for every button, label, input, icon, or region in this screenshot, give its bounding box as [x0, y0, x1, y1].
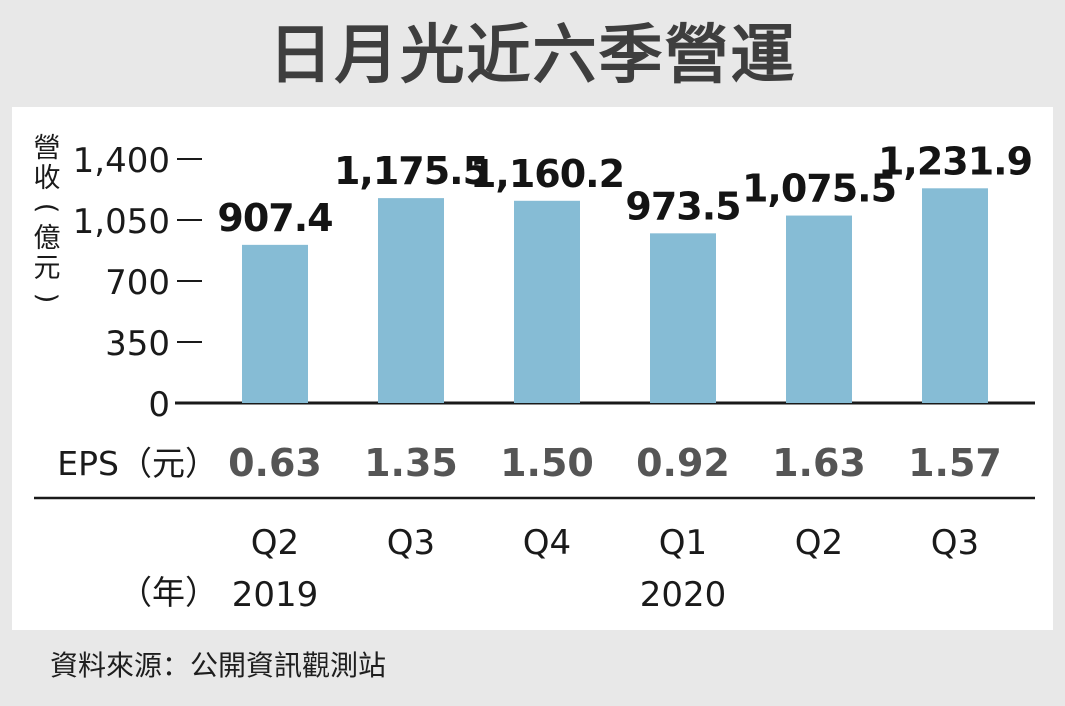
chart-title: 日月光近六季營運: [268, 19, 797, 93]
y-axis-label-char: 營: [34, 133, 61, 164]
y-axis-label-char: 元: [34, 253, 61, 284]
eps-value: 1.35: [364, 441, 458, 485]
eps-value: 1.57: [908, 441, 1002, 485]
x-tick-label: Q4: [523, 523, 571, 563]
x-tick-label: Q2: [795, 523, 843, 563]
y-axis-label-char: 億: [34, 223, 61, 254]
bar: [786, 215, 852, 403]
bar-chart: 0 350 700 1,050 1,400 營收 ( 億元) 907.41,175.51,160…: [31, 133, 1035, 615]
y-axis-label-char: (: [31, 203, 62, 214]
y-tick-label: 0: [148, 385, 170, 425]
chart-panel: 0 350 700 1,050 1,400 營收 ( 億元) 907.4 1,175.5 1,160…: [12, 107, 1053, 630]
year-label: 2020: [640, 575, 727, 615]
eps-value: 0.92: [636, 441, 730, 485]
bar: [650, 233, 716, 403]
data-source: 資料來源：公開資訊觀測站: [50, 649, 387, 682]
bar-value-label: 973.5: [625, 184, 740, 228]
bar: [514, 200, 580, 403]
y-tick-label: 1,400: [73, 141, 170, 181]
eps-value: 1.50: [500, 441, 594, 485]
bar-value-label: 907.4: [217, 196, 332, 240]
bar-value-label: 1,160.2: [470, 152, 624, 196]
bar-value-label: 1,175.5: [334, 149, 488, 193]
y-axis-label-char: ): [31, 293, 62, 304]
year-label: 2019: [232, 575, 319, 615]
bar: [922, 188, 988, 403]
bar-value-label: 1,075.5: [742, 167, 896, 211]
year-axis-label: （年）: [119, 573, 218, 612]
x-tick-label: Q3: [387, 523, 435, 563]
eps-value: 0.63: [228, 441, 322, 485]
x-tick-label: Q3: [931, 523, 979, 563]
bar: [242, 244, 308, 403]
y-tick-label: 700: [105, 263, 170, 303]
eps-row-label: EPS（元）: [57, 444, 218, 483]
x-tick-label: Q2: [251, 523, 299, 563]
y-axis-label-char: 收: [34, 163, 61, 194]
y-tick-label: 350: [105, 324, 170, 364]
bar: [378, 198, 444, 403]
y-tick-label: 1,050: [73, 202, 170, 242]
x-tick-label: Q1: [659, 523, 707, 563]
bar-value-label: 1,231.9: [878, 139, 1032, 183]
eps-value: 1.63: [772, 441, 866, 485]
